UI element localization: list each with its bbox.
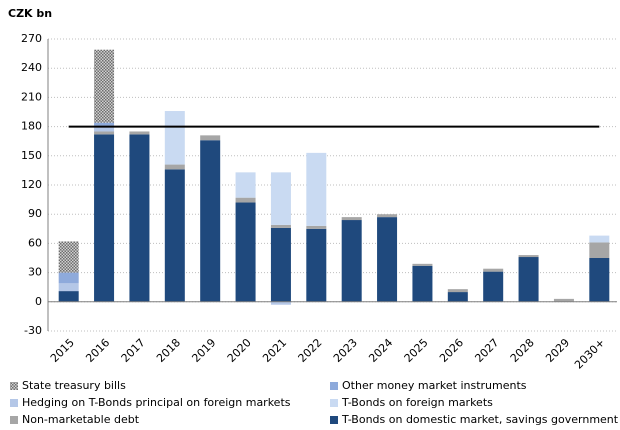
- bar-segment: [164, 169, 185, 302]
- bar-segment: [341, 220, 362, 302]
- y-tick-label: 30: [28, 266, 42, 279]
- bar-segment: [377, 217, 398, 302]
- bar-segment: [129, 134, 150, 302]
- x-tick-label: 2024: [366, 336, 395, 365]
- bar-segment: [164, 111, 185, 165]
- x-tick-label: 2025: [402, 336, 431, 365]
- bar-segment: [235, 172, 256, 198]
- x-tick-label: 2026: [437, 336, 466, 365]
- y-axis-title: CZK bn: [8, 7, 52, 20]
- bar-segment: [412, 263, 433, 266]
- bar-segment: [270, 301, 291, 305]
- bar-segment: [447, 292, 468, 302]
- legend-label: T-Bonds on domestic market, savings gove…: [341, 413, 620, 426]
- bar-segment: [58, 272, 79, 284]
- x-tick-label: 2016: [83, 336, 112, 365]
- bar-segment: [341, 217, 362, 221]
- x-tick-label: 2015: [48, 336, 77, 365]
- legend-swatch: [330, 399, 338, 407]
- bar-segment: [447, 289, 468, 293]
- bar-segment: [235, 197, 256, 203]
- x-tick-label: 2023: [331, 336, 360, 365]
- bar-segment: [58, 283, 79, 292]
- legend-swatch: [330, 382, 338, 390]
- bar-segment: [589, 258, 610, 302]
- x-tick-label: 2017: [119, 336, 148, 365]
- bar-segment: [306, 225, 327, 229]
- bar-segment: [306, 152, 327, 226]
- bar-segment: [94, 125, 115, 132]
- y-tick-label: 180: [21, 120, 42, 133]
- x-tick-label: 2018: [154, 336, 183, 365]
- bar-segment: [518, 255, 539, 258]
- bar-segment: [94, 49, 115, 123]
- legend-swatch: [10, 416, 18, 424]
- x-tick-label: 2028: [508, 336, 537, 365]
- bar-segment: [58, 291, 79, 302]
- y-tick-label: 0: [35, 295, 42, 308]
- legend-label: T-Bonds on foreign markets: [341, 396, 493, 409]
- bar-segment: [94, 122, 115, 126]
- x-tick-label: 2022: [296, 336, 325, 365]
- y-tick-label: -30: [24, 324, 42, 337]
- bar-segment: [589, 242, 610, 258]
- y-tick-label: 150: [21, 149, 42, 162]
- bar-segment: [164, 164, 185, 170]
- bar-segment: [94, 134, 115, 302]
- bar-segment: [270, 227, 291, 302]
- legend-label: Other money market instruments: [342, 379, 527, 392]
- bar-segment: [483, 268, 504, 272]
- x-tick-label: 2019: [189, 336, 218, 365]
- legend-label: State treasury bills: [22, 379, 126, 392]
- x-tick-label: 2029: [543, 336, 572, 365]
- bar-segment: [235, 202, 256, 302]
- legend-swatch: [10, 399, 18, 407]
- y-tick-label: 240: [21, 61, 42, 74]
- y-tick-label: 210: [21, 90, 42, 103]
- bar-segment: [483, 271, 504, 302]
- bar-segment: [412, 265, 433, 302]
- bar-segment: [589, 235, 610, 243]
- bar-segment: [270, 224, 291, 228]
- x-tick-label: 2021: [260, 336, 289, 365]
- y-tick-label: 270: [21, 32, 42, 45]
- bar-segment: [377, 214, 398, 218]
- bar-segment: [200, 135, 221, 141]
- x-tick-label: 2030+: [572, 336, 608, 372]
- legend-swatch: [330, 416, 338, 424]
- y-tick-label: 60: [28, 236, 42, 249]
- y-tick-label: 90: [28, 207, 42, 220]
- bar-segment: [270, 172, 291, 225]
- y-tick-label: 120: [21, 178, 42, 191]
- bar-segment: [58, 241, 79, 273]
- bar-segment: [553, 298, 574, 302]
- bar-segment: [200, 140, 221, 302]
- legend-label: Hedging on T-Bonds principal on foreign …: [22, 396, 291, 409]
- legend-label: Non-marketable debt: [22, 413, 140, 426]
- x-tick-label: 2027: [472, 336, 501, 365]
- bar-segment: [94, 131, 115, 135]
- bar-segment: [129, 131, 150, 135]
- legend-swatch: [10, 382, 18, 390]
- x-tick-label: 2020: [225, 336, 254, 365]
- bar-segment: [306, 228, 327, 302]
- bar-segment: [518, 257, 539, 302]
